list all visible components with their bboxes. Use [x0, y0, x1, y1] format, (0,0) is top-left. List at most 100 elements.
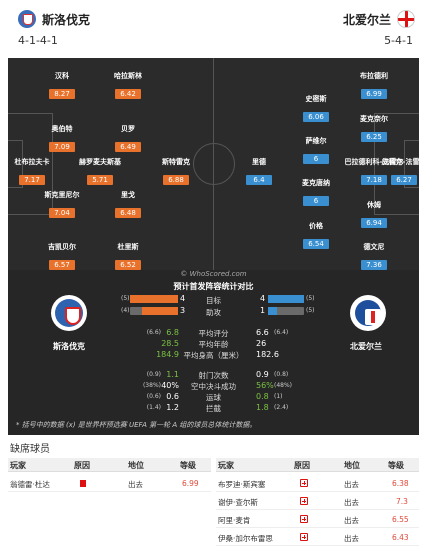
column-header: 等级 — [180, 461, 196, 470]
away-player[interactable]: 萨维尔 6 — [286, 136, 346, 165]
stats-footnote: * 括号中的数据 (x) 是世界杯预选赛 UEFA 第一轮 A 组的球员总体统计… — [16, 421, 257, 429]
player-rating: 6 — [303, 196, 329, 206]
away-value: 0.8 — [256, 392, 269, 401]
table-row[interactable]: 布罗迪·斯宾塞 出去 6.38 — [216, 474, 419, 492]
stat-row: 28.5 平均年龄 26 — [8, 339, 419, 349]
player-name[interactable]: 阿里·麦肯 — [218, 516, 251, 525]
away-value: 182.6 — [256, 350, 279, 359]
home-player[interactable]: 吉凯贝尔 6.57 — [32, 242, 92, 270]
watermark: © WhoScored.com — [180, 270, 247, 278]
player-rating: 8.27 — [49, 89, 75, 99]
table-row[interactable]: 伊桑·加尔布雷思 出去 6.43 — [216, 528, 419, 546]
player-name[interactable]: 伊桑·加尔布雷思 — [218, 534, 273, 543]
away-player[interactable]: 德文尼 7.36 — [344, 242, 404, 270]
table-row[interactable]: 谢伊·查尔斯 出去 7.3 — [216, 492, 419, 510]
home-group-value: (6.6) — [146, 329, 161, 336]
away-player[interactable]: 麦克奈尔 6.25 — [344, 114, 404, 143]
stat-label: 拦截 — [206, 404, 221, 413]
slovakia-badge-icon — [51, 295, 87, 331]
player-name: 杜布拉夫卡 — [14, 158, 50, 166]
column-header: 地位 — [344, 461, 360, 470]
home-value: 184.9 — [156, 350, 179, 359]
home-player[interactable]: 奥伯特 7.09 — [32, 124, 92, 153]
away-value: 4 — [260, 294, 266, 303]
home-team-name[interactable]: 斯洛伐克 — [42, 13, 91, 27]
away-player[interactable]: 里德 6.4 — [229, 157, 289, 186]
away-value: 6.6 — [256, 328, 269, 337]
home-bar — [130, 307, 178, 315]
home-player[interactable]: 杜布拉夫卡 7.17 — [8, 157, 62, 186]
injury-icon — [300, 533, 308, 541]
home-value: 4 — [180, 294, 186, 303]
player-name: 斯克里尼尔 — [44, 191, 80, 199]
away-player[interactable]: 布拉德利 6.99 — [344, 71, 404, 100]
table-row[interactable]: 阿里·麦肯 出去 6.55 — [216, 510, 419, 528]
player-name: 赫罗麦夫斯基 — [79, 158, 121, 166]
home-player[interactable]: 汉科 8.27 — [32, 71, 92, 100]
player-rating: 6.88 — [163, 175, 189, 185]
stat-bar-row: (5) 4 目标 4 (5) — [8, 294, 419, 305]
home-player[interactable]: 斯特雷克 6.88 — [146, 157, 206, 186]
player-name: 德文尼 — [363, 243, 385, 251]
home-value: 1.2 — [166, 403, 179, 412]
away-penalty-box — [374, 113, 419, 215]
player-name[interactable]: 翁德雷·杜达 — [10, 480, 50, 489]
away-group-value: (48%) — [274, 382, 293, 389]
home-value: 1.1 — [166, 370, 179, 379]
column-header: 玩家 — [218, 461, 234, 470]
home-group-value: (0.9) — [146, 371, 161, 378]
home-player[interactable]: 赫罗麦夫斯基 5.71 — [70, 157, 130, 186]
northern-ireland-flag-icon — [397, 10, 415, 28]
away-player[interactable]: 麦克唐纳 6 — [286, 178, 346, 207]
away-value: 1 — [260, 306, 266, 315]
table-row[interactable]: 翁德雷·杜达 出去 6.99 — [8, 474, 211, 492]
player-rating: 6.25 — [361, 132, 387, 142]
away-player[interactable]: 巴拉德利科-法雷尔 7.18 — [344, 157, 404, 186]
player-rating: 6.06 — [303, 112, 329, 122]
player-rating: 7.09 — [49, 142, 75, 152]
stat-row: (38%) 40% 空中决斗成功 56% (48%) — [8, 381, 419, 391]
player-name[interactable]: 布罗迪·斯宾塞 — [218, 480, 266, 489]
home-player[interactable]: 杜里斯 6.52 — [98, 242, 158, 270]
stats-home-name: 斯洛伐克 — [53, 342, 85, 351]
player-name[interactable]: 谢伊·查尔斯 — [218, 498, 258, 507]
column-header: 等级 — [388, 461, 404, 470]
player-name: 史密斯 — [305, 95, 327, 103]
rating: 6.99 — [182, 479, 199, 488]
away-player[interactable]: 价格 6.54 — [286, 221, 346, 250]
table-header: 玩家 原因 地位 等级 — [8, 458, 211, 472]
home-bar — [130, 295, 178, 303]
player-name: 萨维尔 — [305, 137, 327, 145]
status: 出去 — [344, 534, 359, 543]
stat-row: (6.6) 6.8 平均评分 6.6 (6.4) — [8, 328, 419, 338]
status: 出去 — [128, 480, 143, 489]
rating: 7.3 — [396, 497, 408, 506]
home-player[interactable]: 斯克里尼尔 7.04 — [32, 190, 92, 219]
away-group-value: (5) — [306, 295, 315, 302]
away-group-value: (1) — [274, 393, 283, 400]
slovakia-flag-icon — [18, 10, 36, 28]
player-rating: 6 — [303, 154, 329, 164]
player-rating: 6.52 — [115, 260, 141, 270]
away-player[interactable]: 史密斯 6.06 — [286, 94, 346, 123]
stats-title: 预计首发阵容统计对比 — [173, 282, 254, 291]
rating: 6.55 — [392, 515, 409, 524]
player-rating: 5.71 — [87, 175, 113, 185]
home-player[interactable]: 哈拉斯林 6.42 — [98, 71, 158, 100]
rating: 6.43 — [392, 533, 409, 542]
away-player[interactable]: 皮科克-法雷尔 6.27 — [374, 157, 419, 186]
stat-row: (0.6) 0.6 运球 0.8 (1) — [8, 392, 419, 402]
player-name: 价格 — [309, 222, 323, 230]
stat-label: 平均评分 — [198, 329, 229, 338]
away-player[interactable]: 休姆 6.94 — [344, 200, 404, 229]
home-player[interactable]: 贝罗 6.49 — [98, 124, 158, 153]
away-formation: 5-4-1 — [384, 34, 413, 47]
lineup-stats-panel: © WhoScored.com 预计首发阵容统计对比 斯洛伐克 北爱尔兰 (5)… — [8, 270, 419, 435]
home-player[interactable]: 里戈 6.48 — [98, 190, 158, 219]
stat-bar-row: (4) 3 助攻 1 (5) — [8, 306, 419, 317]
away-team-name[interactable]: 北爱尔兰 — [342, 13, 391, 27]
column-header: 原因 — [74, 461, 90, 470]
stat-label: 空中决斗成功 — [191, 382, 236, 391]
home-group-value: (4) — [121, 307, 130, 314]
injury-icon — [300, 479, 308, 487]
